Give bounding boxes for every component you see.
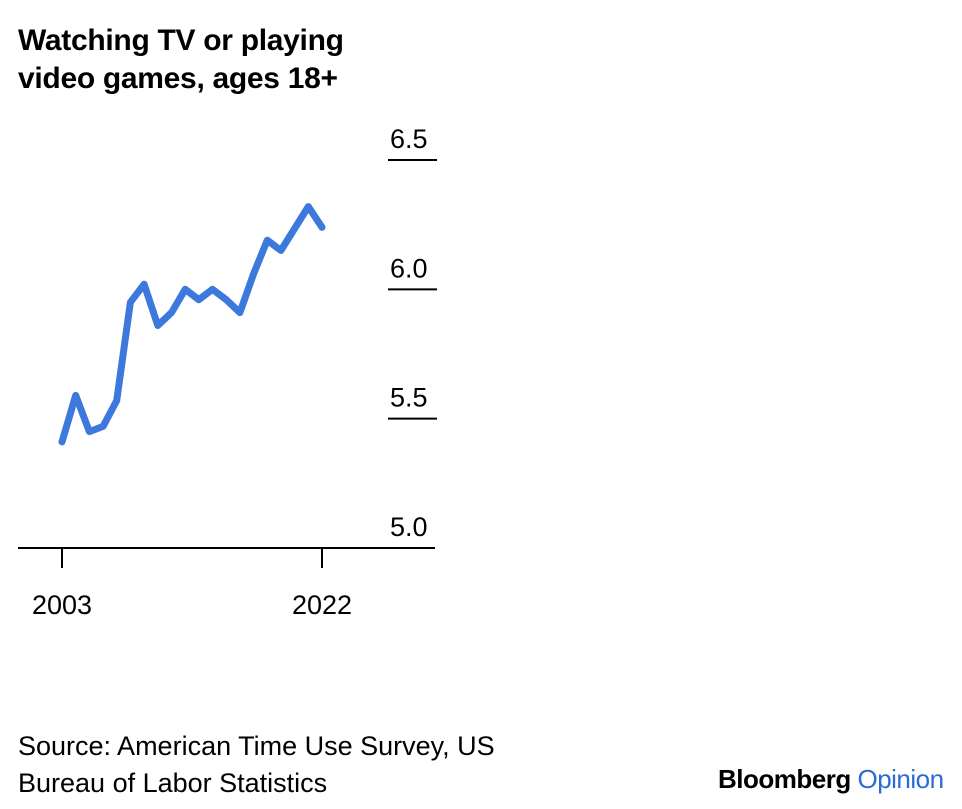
y-tick-label-5-0: 5.0 (390, 512, 428, 542)
logo-accent: Opinion (857, 764, 944, 794)
source-line-1: Source: American Time Use Survey, US (18, 731, 495, 761)
chart-title-line-2: video games, ages 18+ (18, 62, 338, 95)
logo-brand: Bloomberg (718, 764, 851, 794)
source-note: Source: American Time Use Survey, US Bur… (18, 728, 495, 802)
x-axis: 2003 2022 (18, 547, 435, 620)
y-tick-label-6-5: 6.5 (390, 124, 428, 154)
series-layer (58, 203, 326, 446)
chart-title-line-1: Watching TV or playing (18, 24, 344, 57)
bloomberg-opinion-logo: Bloomberg Opinion (718, 764, 944, 795)
x-tick-label-2003: 2003 (32, 590, 92, 620)
source-line-2: Bureau of Labor Statistics (18, 768, 328, 798)
chart-title: Watching TV or playing video games, ages… (18, 22, 438, 98)
y-tick-label-5-5: 5.5 (390, 383, 428, 413)
y-tick-label-6-0: 6.0 (390, 253, 428, 283)
series-line-0 (58, 203, 326, 446)
y-axis: 6.5 6.0 5.5 5.0 (388, 124, 437, 542)
x-tick-label-2022: 2022 (292, 590, 352, 620)
